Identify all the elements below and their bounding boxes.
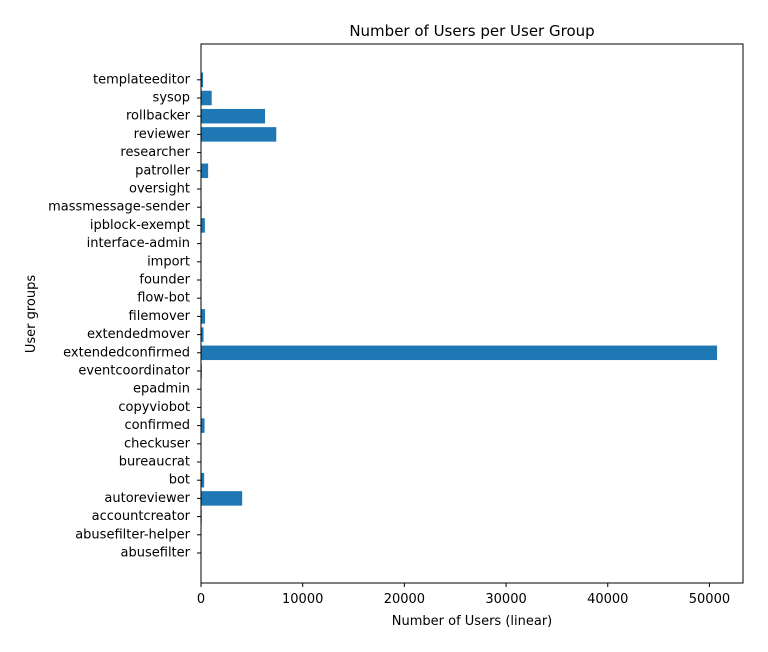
bar-ipblock-exempt (201, 218, 205, 233)
y-tick-label: ipblock-exempt (90, 218, 190, 233)
y-tick-label: import (147, 254, 190, 269)
bar-reviewer (201, 127, 277, 142)
y-tick-label: eventcoordinator (78, 364, 190, 379)
x-axis-ticks: 0 10000 20000 30000 40000 50000 (197, 583, 730, 607)
y-tick-label: confirmed (124, 418, 190, 433)
bar-sysop (201, 90, 212, 106)
bar-autoreviewer (201, 491, 243, 506)
bar-bot (201, 472, 205, 488)
plot-frame (200, 43, 744, 584)
y-tick-label: copyviobot (118, 400, 190, 415)
y-tick-label: checkuser (124, 436, 191, 451)
x-tick-label: 40000 (587, 592, 628, 607)
y-axis-ticks: abusefilter abusefilter-helper accountcrea… (48, 72, 201, 561)
bar-patroller (201, 163, 209, 179)
bar-filemover (201, 309, 206, 324)
y-tick-label: rollbacker (126, 109, 191, 124)
x-tick-label: 30000 (485, 592, 526, 607)
bar-extendedconfirmed (201, 345, 718, 361)
y-tick-label: sysop (153, 91, 190, 106)
y-tick-label: founder (139, 273, 190, 288)
x-tick-label: 20000 (384, 592, 425, 607)
y-tick-label: epadmin (133, 382, 190, 397)
bar-templateeditor (201, 72, 204, 88)
y-tick-label: bot (169, 473, 190, 488)
chart-title: Number of Users per User Group (349, 22, 594, 40)
y-tick-label: flow-bot (137, 291, 190, 306)
y-tick-label: reviewer (134, 127, 191, 142)
y-tick-label: oversight (129, 182, 190, 197)
y-tick-label: templateeditor (93, 72, 191, 87)
y-tick-label: abusefilter-helper (75, 527, 190, 542)
y-tick-label: patroller (135, 163, 191, 178)
y-axis-label: User groups (24, 275, 39, 354)
y-tick-label: bureaucrat (119, 455, 190, 470)
bar-extendedmover (201, 327, 204, 342)
x-tick-label: 0 (197, 592, 205, 607)
bars-group (201, 72, 718, 561)
bar-confirmed (201, 418, 205, 433)
y-tick-label: accountcreator (92, 509, 191, 524)
y-tick-label: interface-admin (87, 236, 190, 251)
y-tick-label: abusefilter (121, 546, 191, 561)
y-tick-label: filemover (129, 309, 191, 324)
y-tick-label: extendedmover (87, 327, 191, 342)
y-tick-label: researcher (120, 145, 190, 160)
x-tick-label: 50000 (689, 592, 730, 607)
bar-rollbacker (201, 108, 266, 124)
x-tick-label: 10000 (282, 592, 323, 607)
y-tick-label: extendedconfirmed (63, 345, 190, 360)
y-tick-label: massmessage-sender (48, 200, 191, 215)
x-axis-label: Number of Users (linear) (392, 614, 552, 629)
y-tick-label: autoreviewer (104, 491, 190, 506)
